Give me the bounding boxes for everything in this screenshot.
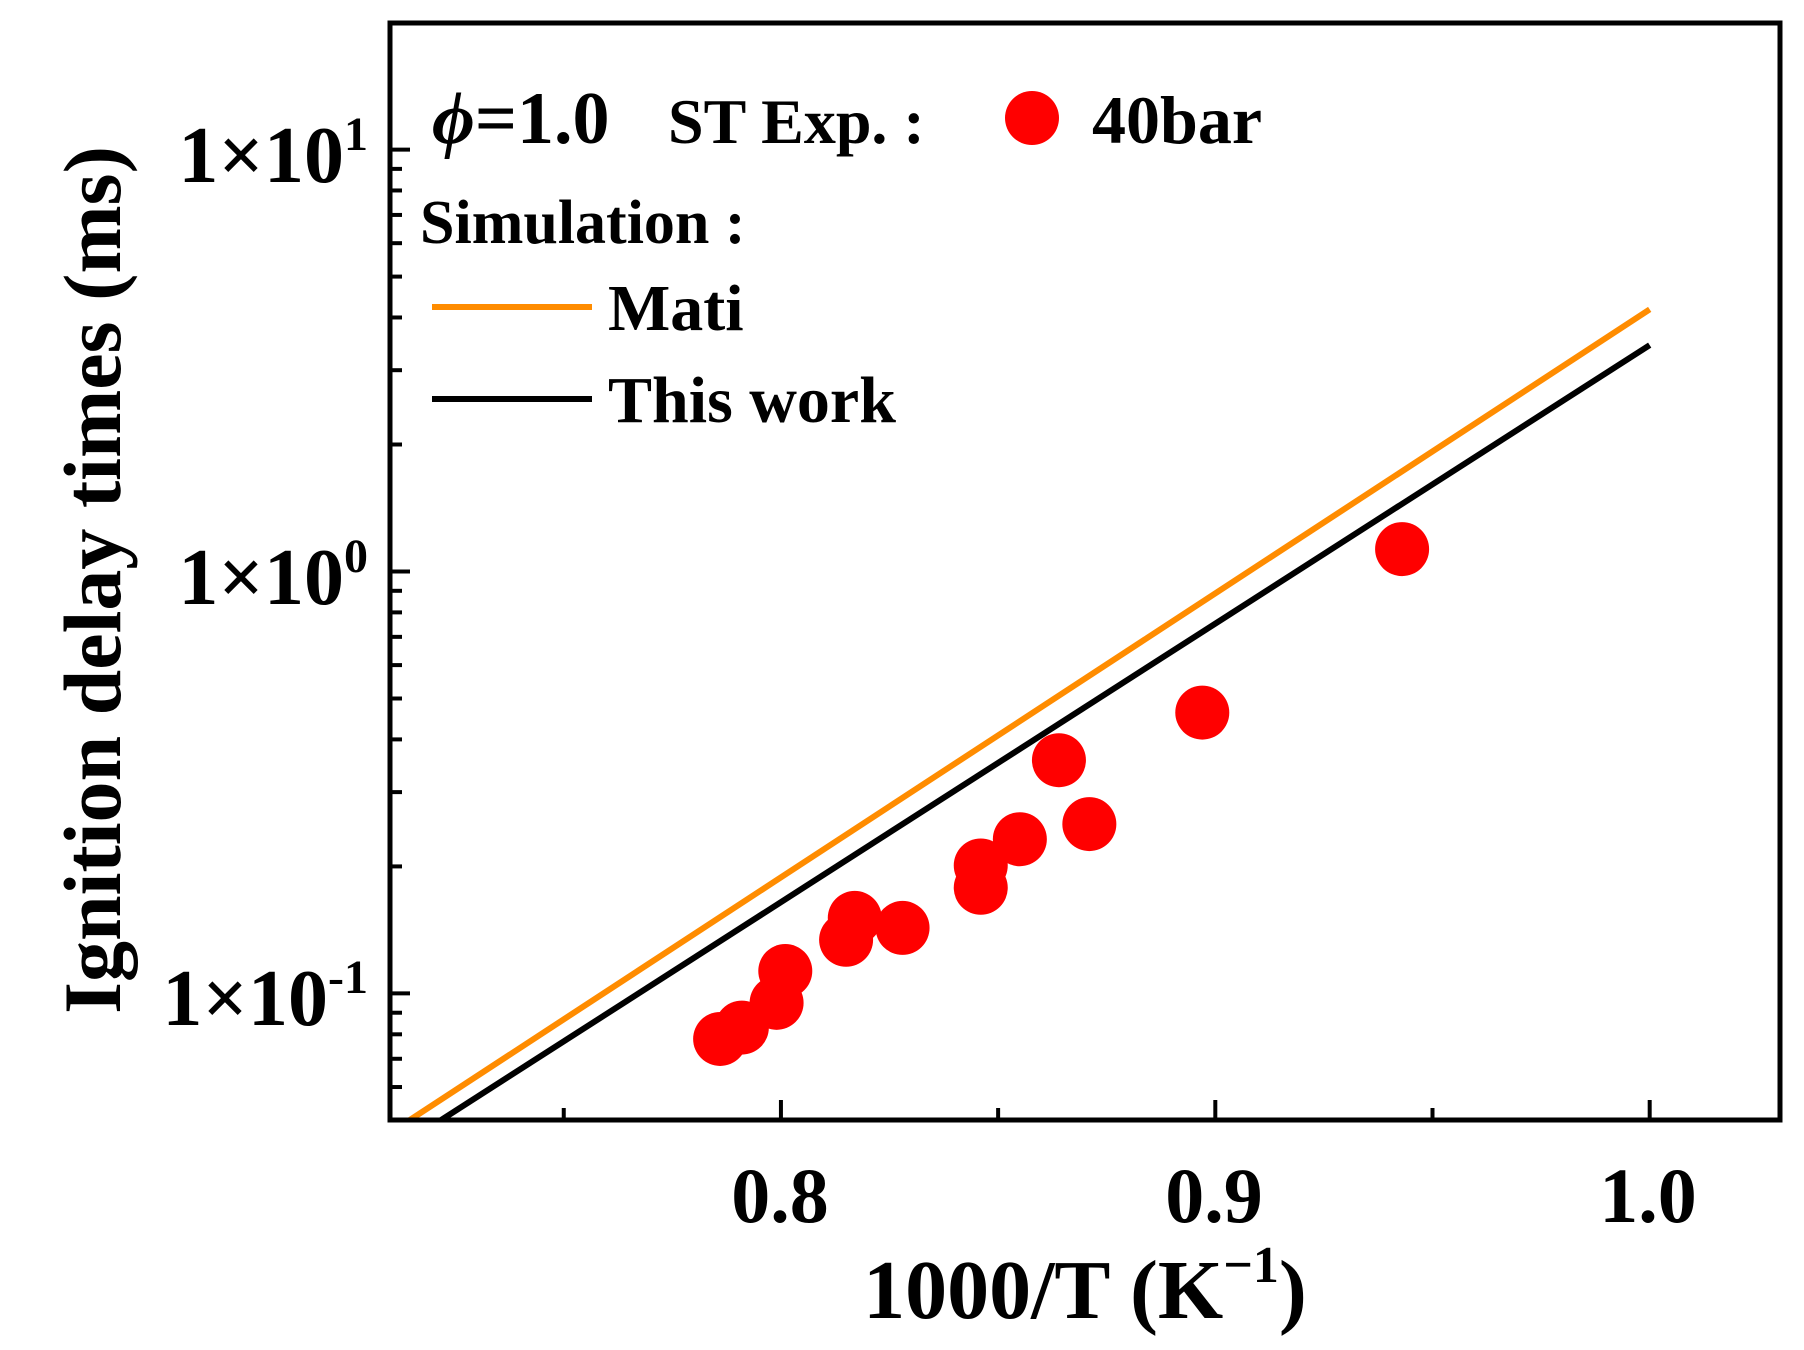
data-point [1062,797,1117,852]
series-layer [404,306,1652,1120]
data-point [1031,733,1086,788]
data-point [758,944,813,999]
series-line-this-work [435,342,1652,1120]
x-tick-label: 0.9 [1165,1152,1263,1239]
data-point [1375,522,1430,577]
legend-label-this-work: This work [608,364,896,437]
legend-marker-40bar [1005,91,1059,145]
y-tick-label: 1×101 [178,108,368,200]
series-line-mati [404,306,1652,1120]
data-point [875,900,930,955]
y-tick-label: 1×100 [178,530,368,622]
data-point [1175,685,1230,740]
legend: ϕ=1.0 ST Exp. : 40bar Simulation : Mati … [420,78,1262,437]
legend-phi: ϕ=1.0 [432,78,610,160]
x-tick-label: 1.0 [1599,1152,1697,1239]
legend-label-mati: Mati [608,272,744,345]
legend-label-40bar: 40bar [1092,82,1262,158]
data-point [992,812,1047,867]
data-point [953,838,1008,893]
legend-exp-label: ST Exp. : [668,86,925,157]
x-axis-title: 1000/T (K−1) [863,1237,1307,1337]
legend-sim-label: Simulation : [420,189,746,257]
y-axis-title: Ignition delay times (ms) [47,146,138,1014]
data-point [827,890,882,945]
x-tick-label: 0.8 [731,1152,829,1239]
ticks-layer [390,147,1652,1120]
y-tick-label: 1×10-1 [162,951,368,1043]
plot-frame [387,20,1783,1123]
